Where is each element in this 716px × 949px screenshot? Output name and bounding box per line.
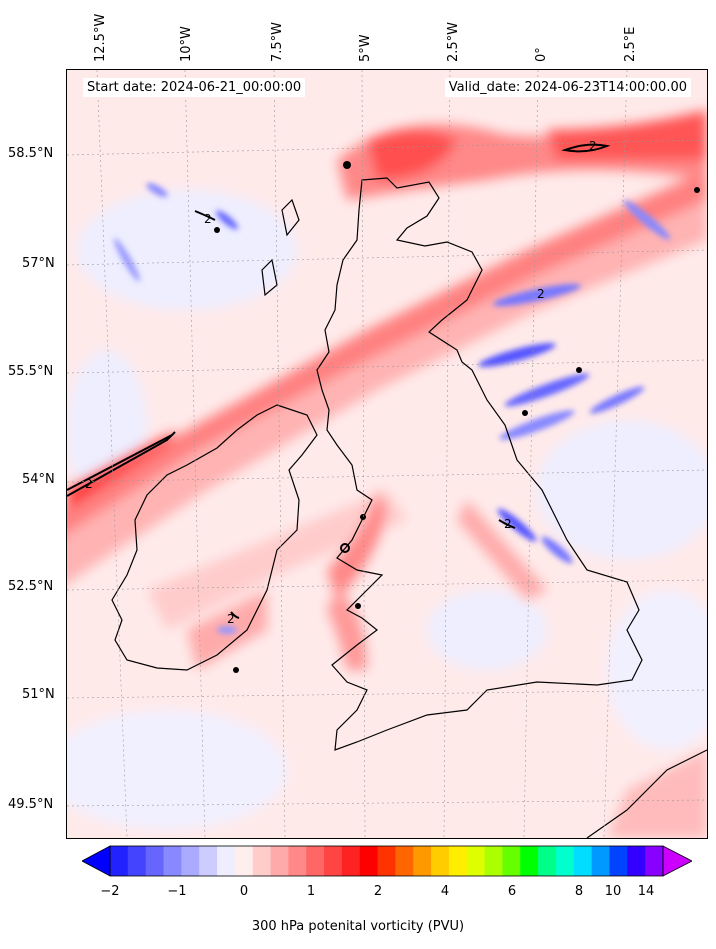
colorbar-cell bbox=[359, 846, 379, 876]
colorbar-cell bbox=[627, 846, 646, 876]
colorbar-cell bbox=[234, 846, 254, 876]
colorbar-cell bbox=[341, 846, 361, 876]
ireland-outline bbox=[111, 404, 318, 671]
colorbar-max-arrow bbox=[662, 845, 692, 877]
colorbar-cell bbox=[448, 846, 468, 876]
colorbar-cells bbox=[110, 846, 664, 876]
colorbar-cell bbox=[484, 846, 503, 876]
contour-label-2: 2 bbox=[204, 212, 212, 226]
lon-label-3: 7.5°W bbox=[270, 21, 285, 62]
lon-label-7: 2.5°E bbox=[623, 26, 638, 62]
colorbar-cell bbox=[270, 846, 289, 876]
colorbar-tick-3: 0 bbox=[239, 884, 249, 899]
colorbar-cell bbox=[431, 846, 450, 876]
colorbar-tick-10: 14 bbox=[637, 884, 655, 899]
lon-label-6: 0° bbox=[534, 47, 549, 62]
contour-labels: 2 2 2 2 2 2 bbox=[85, 139, 597, 626]
colorbar-cell bbox=[520, 846, 539, 876]
colorbar-cell bbox=[145, 846, 165, 876]
colorbar-cell bbox=[466, 846, 486, 876]
lat-label-7: 49.5°N bbox=[8, 797, 54, 812]
colorbar-cell bbox=[609, 846, 628, 876]
contour-label-3: 2 bbox=[589, 139, 597, 153]
colorbar-cell bbox=[413, 846, 432, 876]
colorbar-cell bbox=[127, 846, 147, 876]
colorbar-tick-7: 6 bbox=[507, 884, 517, 899]
lon-label-1: 12.5°W bbox=[93, 13, 108, 62]
lat-label-6: 51°N bbox=[22, 687, 55, 702]
hebrides-outline bbox=[281, 198, 300, 237]
lat-label-3: 55.5°N bbox=[8, 364, 54, 379]
contour-label-5: 2 bbox=[504, 517, 512, 531]
colorbar-cell bbox=[110, 846, 129, 876]
colorbar-cell bbox=[502, 846, 521, 876]
colorbar-cell bbox=[395, 846, 414, 876]
lon-label-5: 2.5°W bbox=[446, 21, 461, 62]
pv-map: 2 2 2 2 2 2 bbox=[67, 70, 707, 838]
colorbar-tick-5: 2 bbox=[373, 884, 383, 899]
colorbar-tick-1: −2 bbox=[100, 884, 120, 899]
start-date-label: Start date: 2024-06-21_00:00:00 bbox=[83, 78, 306, 97]
lon-label-2: 10°W bbox=[179, 26, 194, 62]
colorbar-label: 300 hPa potenital vorticity (PVU) bbox=[251, 919, 465, 934]
colorbar bbox=[82, 845, 692, 877]
map-panel: 2 2 2 2 2 2 Start date: 2024-06-21_00:00… bbox=[66, 69, 708, 839]
colorbar-tick-4: 1 bbox=[306, 884, 316, 899]
lat-label-1: 58.5°N bbox=[8, 146, 54, 161]
colorbar-cell bbox=[288, 846, 307, 876]
colorbar-cell bbox=[573, 846, 593, 876]
lon-label-4: 5°W bbox=[358, 34, 373, 62]
pv-negative-streaks bbox=[114, 183, 671, 634]
lat-label-5: 52.5°N bbox=[8, 579, 54, 594]
colorbar-cell bbox=[252, 846, 272, 876]
colorbar-cell bbox=[306, 846, 325, 876]
pv-low-regions bbox=[67, 190, 707, 830]
colorbar-cell bbox=[199, 846, 218, 876]
colorbar-min-arrow bbox=[82, 845, 111, 877]
colorbar-cell bbox=[163, 846, 182, 876]
contour-label-4: 2 bbox=[537, 287, 545, 301]
colorbar-cell bbox=[324, 846, 343, 876]
coastline bbox=[111, 177, 707, 838]
colorbar-tick-6: 4 bbox=[440, 884, 450, 899]
france-coast bbox=[586, 749, 707, 838]
colorbar-cell bbox=[377, 846, 396, 876]
valid-date-label: Valid_date: 2024-06-23T14:00:00.00 bbox=[444, 78, 691, 97]
colorbar-cell bbox=[181, 846, 200, 876]
pv-contours bbox=[67, 143, 611, 619]
contour-label-1: 2 bbox=[85, 477, 93, 491]
colorbar-cell bbox=[555, 846, 575, 876]
colorbar-cell bbox=[217, 846, 236, 876]
colorbar-cell bbox=[591, 846, 610, 876]
lat-label-2: 57°N bbox=[22, 256, 55, 271]
contour-label-6: 2 bbox=[227, 612, 235, 626]
colorbar-tick-8: 8 bbox=[574, 884, 584, 899]
colorbar-cell bbox=[645, 846, 664, 876]
colorbar-tick-9: 10 bbox=[604, 884, 622, 899]
colorbar-tick-2: −1 bbox=[167, 884, 187, 899]
graticule bbox=[67, 70, 707, 838]
colorbar-frame bbox=[109, 845, 664, 877]
great-britain-outline bbox=[316, 177, 643, 751]
lat-label-4: 54°N bbox=[22, 472, 55, 487]
colorbar-cell bbox=[538, 846, 557, 876]
